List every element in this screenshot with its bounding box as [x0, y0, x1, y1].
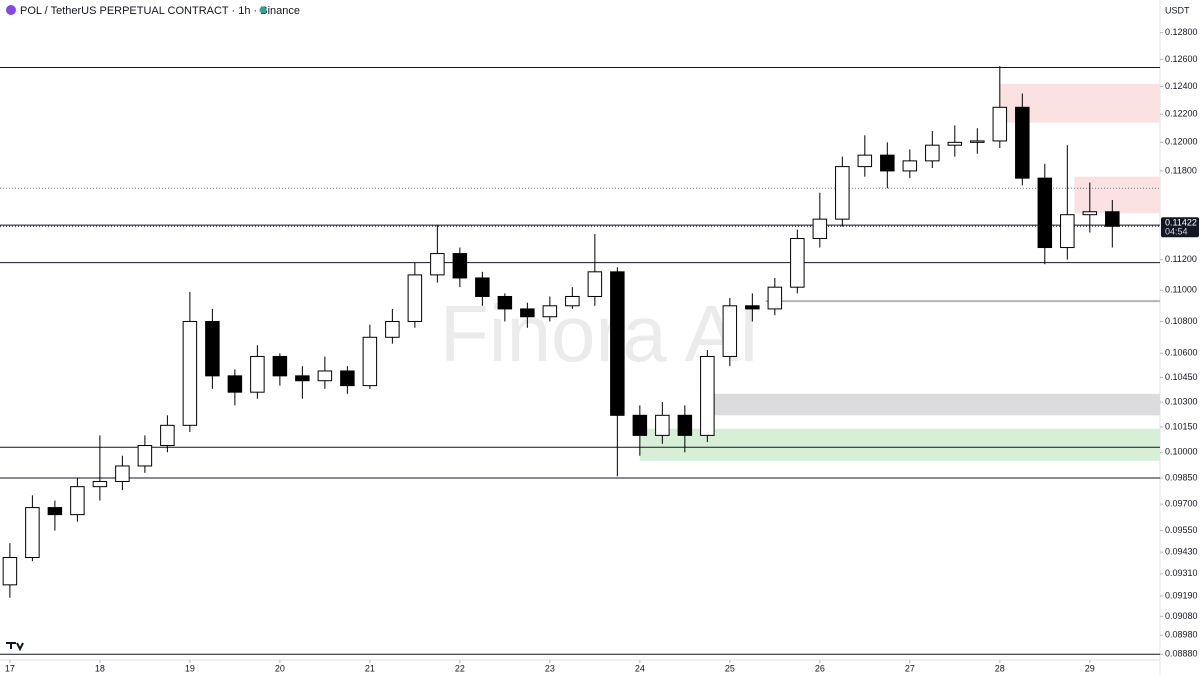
candle-body — [160, 424, 175, 447]
candle-body — [205, 320, 220, 377]
status-dot — [259, 6, 267, 14]
candle-body — [520, 308, 535, 318]
zone — [639, 428, 1160, 461]
y-tick-label: 0.08880 — [1165, 649, 1198, 659]
candle-body — [857, 154, 873, 168]
candle-body — [272, 355, 288, 377]
x-tick-label: 28 — [995, 663, 1005, 673]
candle-body — [452, 253, 468, 279]
x-tick-label: 22 — [455, 663, 465, 673]
y-tick-label: 0.09080 — [1165, 611, 1198, 621]
candle-body — [632, 414, 648, 436]
y-tick-label: 0.11200 — [1165, 254, 1197, 264]
y-tick-label: 0.10800 — [1165, 316, 1198, 326]
candle-body — [92, 480, 108, 488]
zone — [700, 393, 1160, 416]
candle-body — [430, 253, 445, 276]
y-tick-label: 0.10450 — [1165, 372, 1198, 382]
candle-body — [970, 140, 985, 143]
candle-body — [70, 486, 85, 516]
candle-body — [407, 274, 423, 322]
candle-body — [317, 370, 333, 382]
candle-body — [182, 320, 198, 426]
candle-body — [25, 507, 40, 558]
candle-body — [340, 370, 355, 387]
y-tick-label: 0.10600 — [1165, 348, 1198, 358]
candle-body — [137, 445, 153, 467]
candle-body — [947, 141, 963, 146]
candle-body — [700, 355, 715, 436]
candle-body — [1105, 211, 1120, 227]
candle-body — [497, 295, 513, 310]
y-tick-label: 0.10150 — [1165, 421, 1198, 431]
candle-body — [902, 160, 918, 172]
x-tick-label: 29 — [1085, 663, 1095, 673]
y-tick-label: 0.08980 — [1165, 630, 1198, 640]
logo — [6, 642, 24, 652]
candle-body — [295, 375, 310, 382]
y-tick-label: 0.12200 — [1165, 109, 1198, 119]
x-tick-label: 23 — [545, 663, 555, 673]
candle-body — [655, 414, 670, 436]
y-tick-label: 0.10300 — [1165, 396, 1198, 406]
y-tick-label: 0.09700 — [1165, 498, 1198, 508]
x-tick-label: 20 — [275, 663, 285, 673]
y-tick-label: 0.09310 — [1165, 568, 1198, 578]
candle-body — [227, 375, 243, 393]
y-tick-label: 0.09850 — [1165, 472, 1198, 482]
candle-body — [790, 238, 805, 288]
candle-body — [2, 556, 18, 586]
candle-body — [362, 336, 378, 387]
candle-body — [767, 286, 783, 310]
x-tick-label: 21 — [365, 663, 375, 673]
x-tick-label: 26 — [815, 663, 825, 673]
candle-body — [475, 277, 490, 297]
candle-body — [677, 414, 693, 436]
candle-body — [745, 305, 760, 310]
countdown-label: 04:54 — [1165, 227, 1188, 237]
candle-body — [1060, 214, 1075, 249]
y-tick-label: 0.11000 — [1165, 285, 1197, 295]
symbol-icon — [6, 5, 16, 15]
y-tick-label: 0.10000 — [1165, 447, 1198, 457]
candle-body — [385, 320, 400, 338]
y-tick-label: 0.09550 — [1165, 525, 1198, 535]
x-tick-label: 19 — [185, 663, 195, 673]
x-tick-label: 17 — [5, 663, 15, 673]
y-tick-label: 0.12400 — [1165, 81, 1198, 91]
x-tick-label: 24 — [635, 663, 645, 673]
candle-body — [250, 355, 265, 393]
y-tick-label: 0.12000 — [1165, 137, 1198, 147]
last-price-label: 0.11422 — [1165, 218, 1197, 228]
candle-body — [1037, 177, 1053, 249]
candle-body — [992, 106, 1008, 142]
y-tick-label: 0.11800 — [1165, 165, 1197, 175]
y-tick-label: 0.09190 — [1165, 590, 1198, 600]
candle-body — [47, 507, 63, 516]
chart-title: POL / TetherUS PERPETUAL CONTRACT · 1h ·… — [20, 5, 300, 17]
candle-body — [1082, 211, 1098, 216]
y-tick-label: 0.09430 — [1165, 546, 1198, 556]
candle-body — [722, 305, 738, 357]
x-tick-label: 25 — [725, 663, 735, 673]
candle-body — [542, 305, 558, 318]
candle-body — [587, 271, 603, 297]
candle-body — [812, 218, 828, 240]
candle-body — [115, 465, 130, 482]
currency-label: USDT — [1165, 5, 1190, 15]
candle-body — [880, 154, 895, 172]
y-tick-label: 0.12600 — [1165, 54, 1198, 64]
x-tick-label: 27 — [905, 663, 915, 673]
candle-body — [1015, 106, 1030, 179]
y-tick-label: 0.12800 — [1165, 27, 1198, 37]
candle-body — [565, 295, 580, 307]
zone — [1074, 176, 1160, 214]
candle-body — [925, 144, 940, 162]
x-tick-label: 18 — [95, 663, 105, 673]
candle-body — [610, 271, 625, 416]
price-box — [1161, 217, 1199, 238]
candle-body — [835, 166, 850, 220]
